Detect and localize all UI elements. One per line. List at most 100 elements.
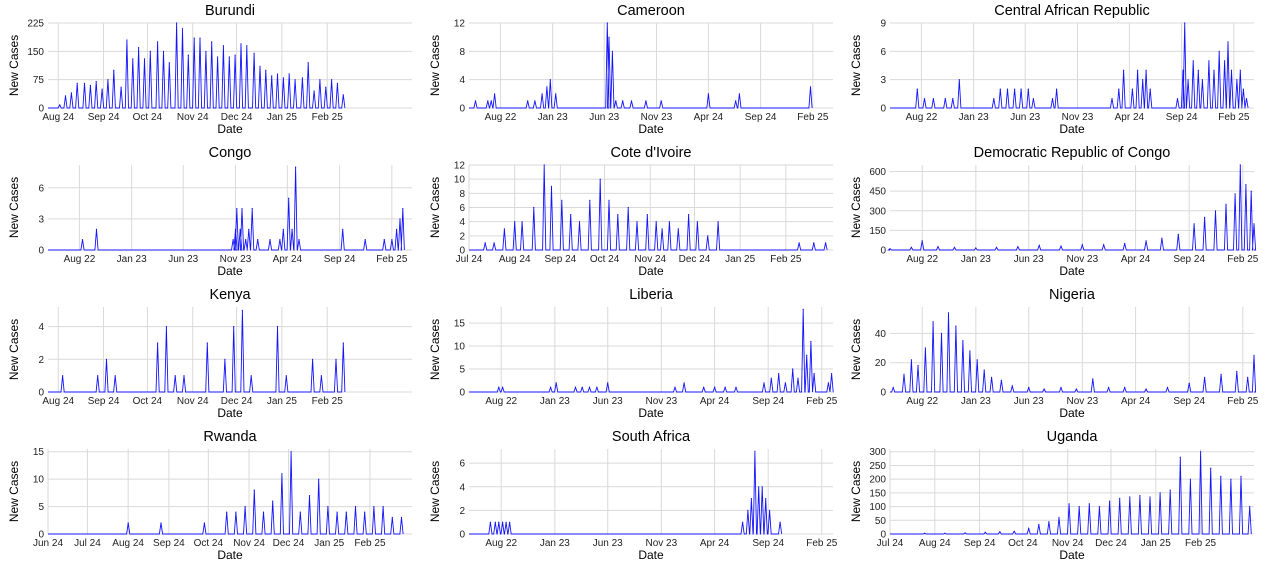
x-tick-label: Apr 24 <box>1121 254 1151 265</box>
data-point <box>402 207 404 210</box>
data-point <box>527 100 529 102</box>
data-point <box>1111 98 1113 100</box>
chart-title: Rwanda <box>203 429 257 445</box>
data-point <box>975 247 977 249</box>
data-point <box>1197 69 1199 71</box>
data-point <box>1253 223 1255 225</box>
data-point <box>1187 79 1189 81</box>
y-tick-label: 150 <box>27 47 44 58</box>
data-point <box>924 532 926 534</box>
x-tick-label: Oct 24 <box>133 396 163 407</box>
data-point <box>269 239 271 241</box>
data-point <box>301 77 303 79</box>
y-axis-label: New Cases <box>849 461 863 522</box>
data-point <box>1218 50 1220 52</box>
y-tick-label: 5 <box>459 365 465 376</box>
data-point <box>282 228 284 230</box>
data-point <box>984 531 986 533</box>
x-axis-label: Date <box>217 264 243 278</box>
data-point <box>95 81 97 83</box>
data-point <box>1092 378 1094 380</box>
data-point <box>588 386 591 388</box>
data-point <box>487 100 489 102</box>
y-tick-label: 8 <box>459 47 465 58</box>
data-point <box>924 347 926 349</box>
data-point <box>502 521 504 523</box>
data-point <box>892 387 894 389</box>
y-tick-label: 200 <box>869 475 886 486</box>
data-point <box>248 228 250 230</box>
data-point <box>607 382 609 384</box>
data-point <box>299 511 301 513</box>
chart-svg: Kenya 0 2 4 Aug 24 Sep 24 Oct 24 Nov 24 Dec 24 Ja… <box>7 287 412 420</box>
data-point <box>271 75 273 77</box>
data-point <box>288 73 290 75</box>
y-tick-label: 2 <box>38 355 44 366</box>
chart-title: Cameroon <box>617 3 685 19</box>
data-point <box>1236 370 1238 373</box>
data-point <box>627 206 629 209</box>
data-point <box>1109 500 1111 502</box>
data-point <box>1250 190 1252 192</box>
data-point <box>489 521 491 523</box>
data-point <box>62 375 64 377</box>
data-point <box>806 354 808 356</box>
data-point <box>1177 233 1179 235</box>
data-point <box>543 164 545 166</box>
data-point <box>168 62 170 64</box>
y-tick-label: 4 <box>38 322 44 333</box>
data-point <box>490 100 492 102</box>
x-tick-label: Jan 25 <box>267 112 297 123</box>
data-point <box>498 521 500 523</box>
data-point <box>335 358 337 360</box>
data-point <box>494 521 496 523</box>
y-tick-label: 10 <box>33 475 45 486</box>
data-point <box>944 98 946 100</box>
data-point <box>319 79 321 81</box>
data-point <box>336 82 338 84</box>
data-point <box>291 228 293 230</box>
data-point <box>503 228 505 230</box>
data-point <box>606 22 608 24</box>
data-point <box>59 104 61 106</box>
y-tick-label: 150 <box>869 226 886 237</box>
data-point <box>1038 244 1040 246</box>
data-point <box>89 84 91 86</box>
data-point <box>295 166 297 168</box>
data-point <box>1245 98 1248 100</box>
data-point <box>1014 88 1016 90</box>
chart-panel: Congo 0 3 6 Aug 22 Jan 23 Jun 23 Nov 23 Apr 24 Se… <box>0 142 421 284</box>
x-tick-label: Apr 24 <box>694 112 724 123</box>
x-axis-label: Date <box>1059 264 1085 278</box>
data-point <box>947 312 950 314</box>
data-point <box>958 79 960 81</box>
data-point <box>738 93 740 95</box>
data-point <box>1032 98 1034 100</box>
chart-panel: South Africa 0 2 4 6 Aug 22 Jan 23 Jun 23 Nov 23… <box>421 426 842 568</box>
data-point <box>1060 387 1062 389</box>
data-point <box>114 375 116 377</box>
data-point <box>1193 223 1195 225</box>
data-point <box>1234 193 1236 195</box>
series-line <box>890 312 1257 393</box>
chart-panel: Rwanda 0 5 10 15 Jun 24 Jul 24 Aug 24 Sep 24 Oct … <box>0 426 421 568</box>
x-tick-label: Feb 25 <box>376 254 408 265</box>
data-point <box>399 218 401 220</box>
data-point <box>205 50 207 52</box>
data-point <box>226 511 228 513</box>
x-tick-label: Sep 24 <box>1173 254 1205 265</box>
chart-svg: Cote d'Ivoire 0 2 4 6 8 10 12 Jul 24 Aug 24 Sep 24… <box>428 145 833 278</box>
series-line <box>48 451 404 535</box>
data-point <box>630 100 633 102</box>
x-tick-label: Sep 24 <box>88 112 120 123</box>
chart-title: Liberia <box>629 287 673 303</box>
x-tick-label: Sep 24 <box>1166 112 1198 123</box>
data-point <box>1161 237 1163 239</box>
x-tick-label: Aug 22 <box>906 396 938 407</box>
data-point <box>611 50 613 52</box>
data-point <box>234 54 236 56</box>
data-point <box>677 228 679 230</box>
data-point <box>622 100 624 102</box>
y-tick-label: 15 <box>454 319 466 330</box>
x-tick-label: Oct 24 <box>1008 538 1038 549</box>
